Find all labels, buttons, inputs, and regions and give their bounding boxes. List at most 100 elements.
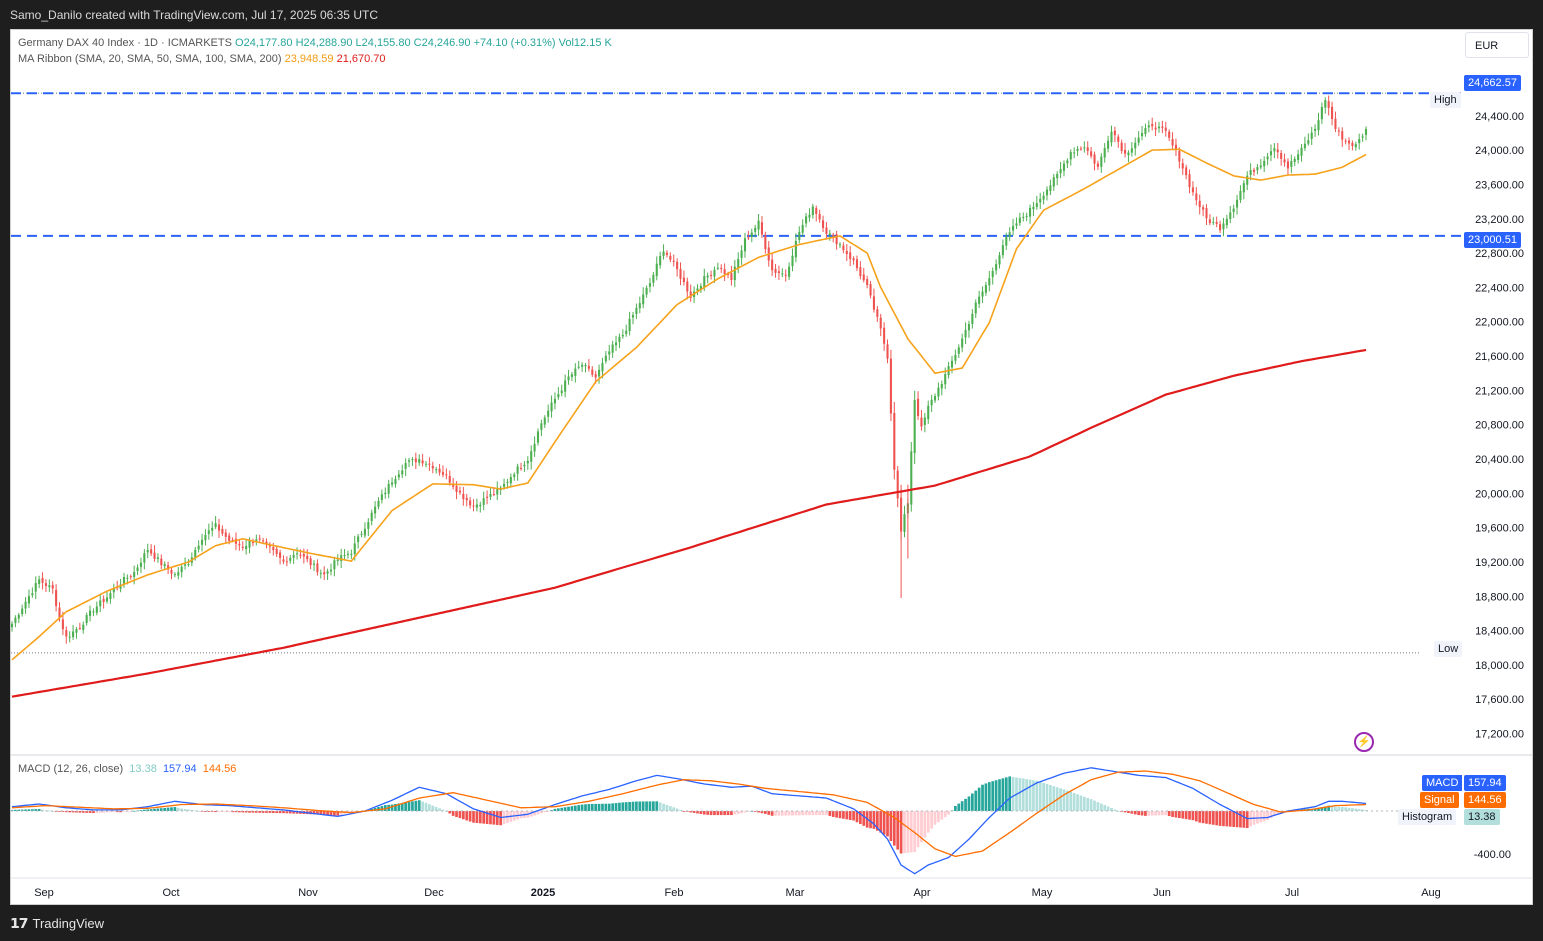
- candle[interactable]: [452, 483, 455, 487]
- candle[interactable]: [883, 327, 886, 344]
- candle[interactable]: [1246, 175, 1249, 185]
- candle[interactable]: [445, 474, 448, 476]
- candle[interactable]: [601, 362, 604, 372]
- candle[interactable]: [241, 546, 244, 548]
- ma-line-sma-200[interactable]: [11, 348, 1367, 698]
- currency-selector[interactable]: EUR: [1465, 32, 1529, 58]
- candle[interactable]: [652, 274, 655, 283]
- candle[interactable]: [414, 458, 417, 463]
- candle[interactable]: [21, 608, 24, 615]
- candle[interactable]: [981, 291, 984, 297]
- candle[interactable]: [248, 540, 251, 548]
- candle[interactable]: [998, 255, 1001, 265]
- candle[interactable]: [917, 398, 920, 416]
- candle[interactable]: [1219, 224, 1222, 231]
- candle[interactable]: [455, 485, 458, 493]
- candle[interactable]: [1076, 148, 1079, 151]
- candle[interactable]: [1300, 147, 1303, 156]
- candle[interactable]: [536, 431, 540, 443]
- candle[interactable]: [757, 220, 760, 230]
- candle[interactable]: [838, 244, 842, 246]
- candle[interactable]: [282, 559, 285, 562]
- candle[interactable]: [930, 399, 933, 406]
- candle[interactable]: [828, 233, 831, 236]
- candle[interactable]: [842, 245, 845, 251]
- candle[interactable]: [699, 285, 702, 290]
- candle[interactable]: [543, 417, 546, 425]
- chart-canvas[interactable]: 24,400.00 24,000.00 23,600.00 23,200.00 22,8…: [11, 30, 1533, 905]
- candle[interactable]: [1130, 148, 1133, 153]
- candle[interactable]: [1259, 165, 1262, 168]
- candle[interactable]: [245, 545, 248, 550]
- candle[interactable]: [458, 490, 461, 493]
- candle[interactable]: [211, 527, 214, 531]
- candle[interactable]: [1079, 148, 1082, 150]
- candle[interactable]: [696, 288, 699, 291]
- candle[interactable]: [418, 459, 421, 463]
- candle[interactable]: [581, 364, 584, 367]
- candle[interactable]: [272, 547, 275, 551]
- candle[interactable]: [1293, 158, 1296, 162]
- candle[interactable]: [676, 261, 679, 270]
- candle[interactable]: [319, 572, 322, 574]
- candle[interactable]: [1022, 216, 1025, 218]
- candle[interactable]: [903, 514, 906, 532]
- candle[interactable]: [292, 555, 295, 558]
- candle[interactable]: [784, 274, 787, 276]
- candle[interactable]: [750, 232, 753, 237]
- candle[interactable]: [31, 593, 34, 596]
- candle[interactable]: [1134, 142, 1137, 149]
- candle[interactable]: [648, 283, 652, 287]
- candle[interactable]: [1317, 120, 1320, 131]
- candle[interactable]: [625, 330, 628, 335]
- candle[interactable]: [1337, 130, 1340, 132]
- candle[interactable]: [367, 521, 370, 529]
- candle[interactable]: [1157, 126, 1161, 129]
- candle[interactable]: [1202, 207, 1205, 210]
- candle[interactable]: [340, 555, 343, 562]
- candle[interactable]: [1331, 106, 1334, 120]
- candle[interactable]: [526, 460, 529, 464]
- candle[interactable]: [1093, 154, 1096, 164]
- candle[interactable]: [923, 417, 926, 425]
- candle[interactable]: [672, 260, 675, 262]
- candle[interactable]: [85, 615, 88, 624]
- candle[interactable]: [275, 548, 278, 555]
- candle[interactable]: [424, 463, 428, 465]
- candle[interactable]: [805, 216, 808, 224]
- candle[interactable]: [1107, 140, 1110, 149]
- candle[interactable]: [598, 369, 601, 377]
- candle[interactable]: [791, 255, 794, 267]
- candle[interactable]: [614, 342, 618, 346]
- candle[interactable]: [462, 493, 465, 500]
- candle[interactable]: [289, 557, 292, 561]
- macd-line-signal[interactable]: [11, 770, 1367, 858]
- candle[interactable]: [207, 530, 210, 534]
- candle[interactable]: [156, 557, 159, 560]
- candle[interactable]: [852, 258, 855, 261]
- candle[interactable]: [194, 549, 197, 558]
- candle[interactable]: [1086, 147, 1089, 152]
- candle[interactable]: [475, 504, 478, 508]
- candle[interactable]: [1059, 169, 1062, 174]
- candle[interactable]: [1069, 152, 1072, 160]
- candle[interactable]: [465, 497, 468, 501]
- candle[interactable]: [577, 366, 580, 368]
- candle[interactable]: [82, 624, 85, 630]
- candle[interactable]: [65, 630, 68, 637]
- candle[interactable]: [309, 558, 312, 566]
- candle[interactable]: [1283, 159, 1286, 163]
- candle[interactable]: [519, 467, 523, 469]
- candle[interactable]: [635, 307, 638, 315]
- candle[interactable]: [299, 554, 302, 556]
- candle[interactable]: [937, 387, 940, 397]
- candle[interactable]: [397, 474, 400, 478]
- candle[interactable]: [428, 463, 431, 465]
- candle[interactable]: [560, 390, 563, 394]
- candle[interactable]: [1049, 185, 1052, 192]
- candle[interactable]: [262, 540, 265, 542]
- symbol-label[interactable]: Germany DAX 40 Index · 1D · ICMARKETS: [18, 37, 232, 49]
- candle[interactable]: [1256, 167, 1259, 171]
- candle[interactable]: [251, 542, 254, 544]
- candle[interactable]: [11, 623, 14, 628]
